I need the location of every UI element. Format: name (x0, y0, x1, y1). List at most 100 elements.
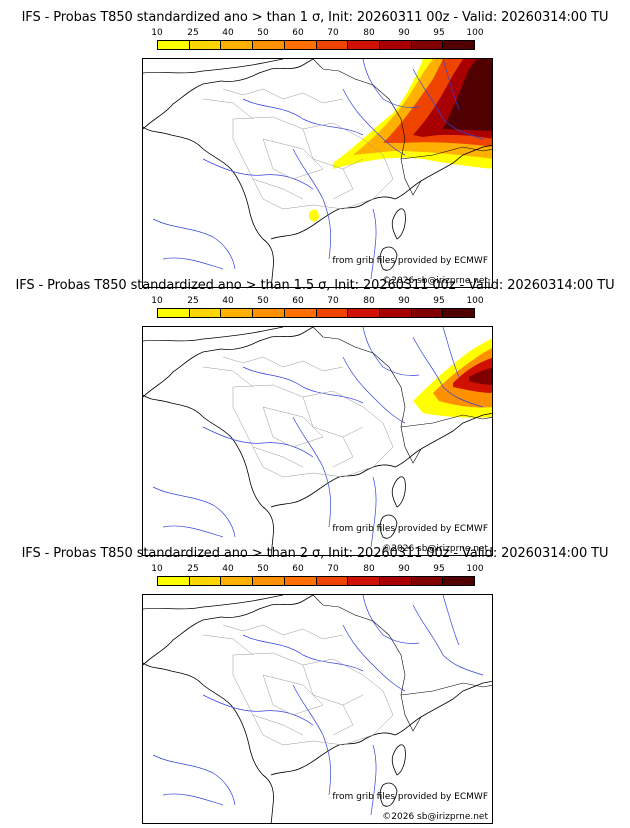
legend-tick-label: 80 (363, 296, 375, 306)
legend-tick-label: 50 (257, 564, 269, 574)
legend-labels: 10 25 40 50 60 70 80 90 95 100 (150, 564, 485, 574)
rivers (152, 595, 484, 816)
legend-swatch (348, 309, 380, 317)
legend-swatch (411, 309, 444, 317)
legend-swatch (284, 41, 317, 49)
legend-swatch (221, 577, 254, 585)
legend-swatch (379, 309, 412, 317)
copyright-credit: ©2026 sb@irizprne.net (382, 276, 488, 286)
prob-area-100 (443, 59, 492, 131)
map-frame: from grib files provided by ECMWF ©2026 … (142, 594, 493, 824)
legend-tick-label: 90 (398, 564, 410, 574)
legend-labels: 10 25 40 50 60 70 80 90 95 100 (150, 28, 485, 38)
legend-swatch (443, 309, 475, 317)
legend-tick-label: 40 (222, 296, 234, 306)
legend-swatch (316, 577, 349, 585)
legend-tick-label: 10 (151, 564, 163, 574)
legend-swatch (411, 41, 444, 49)
legend-tick-label: 100 (466, 564, 484, 574)
coastline (143, 595, 492, 823)
map-panel-3: IFS - Probas T850 standardized ano > tha… (0, 546, 630, 824)
legend-tick-label: 70 (327, 28, 339, 38)
map-panel-1: IFS - Probas T850 standardized ano > tha… (0, 10, 630, 288)
legend-colorbar (157, 40, 475, 50)
prob-spot (309, 209, 319, 222)
legend-swatch (348, 577, 380, 585)
map-frame: from grib files provided by ECMWF ©2026 … (142, 326, 493, 556)
map-svg: from grib files provided by ECMWF ©2026 … (143, 327, 492, 555)
legend-swatch (158, 577, 190, 585)
legend-colorbar (157, 576, 475, 586)
national-borders (312, 595, 492, 732)
legend-tick-label: 60 (292, 564, 304, 574)
admin-borders (202, 624, 394, 746)
source-credit: from grib files provided by ECMWF (332, 792, 488, 802)
map-svg: from grib files provided by ECMWF ©2026 … (143, 595, 492, 823)
national-borders (312, 327, 492, 464)
legend-tick-label: 70 (327, 564, 339, 574)
legend-tick-label: 90 (398, 28, 410, 38)
prob-area-95 (469, 367, 492, 385)
coastline-england (143, 59, 284, 74)
legend-swatch (316, 309, 349, 317)
legend-swatch (316, 41, 349, 49)
legend-swatch (411, 577, 444, 585)
legend-swatch (158, 41, 190, 49)
legend-tick-label: 95 (433, 564, 445, 574)
prob-spot (339, 156, 348, 166)
legend-swatch (379, 41, 412, 49)
coastline-england (143, 595, 284, 610)
legend-tick-label: 25 (187, 28, 199, 38)
legend-tick-label: 40 (222, 564, 234, 574)
legend-tick-label: 50 (257, 28, 269, 38)
admin-borders (202, 88, 394, 210)
coastline-england (143, 327, 284, 342)
source-credit: from grib files provided by ECMWF (332, 524, 488, 534)
probability-field (413, 338, 492, 418)
panel-title: IFS - Probas T850 standardized ano > tha… (21, 546, 609, 561)
coastline (143, 59, 492, 287)
legend-tick-label: 25 (187, 564, 199, 574)
legend-tick-label: 10 (151, 296, 163, 306)
legend-tick-label: 100 (466, 28, 484, 38)
map-svg: from grib files provided by ECMWF ©2026 … (143, 59, 492, 287)
legend-tick-label: 90 (398, 296, 410, 306)
rivers (152, 59, 484, 280)
legend-tick-label: 95 (433, 296, 445, 306)
legend-tick-label: 80 (363, 564, 375, 574)
legend-swatch (189, 41, 222, 49)
legend-swatch (253, 309, 285, 317)
legend-tick-label: 25 (187, 296, 199, 306)
probability-field (309, 59, 492, 222)
legend-tick-label: 60 (292, 28, 304, 38)
map-panel-2: IFS - Probas T850 standardized ano > tha… (0, 278, 630, 556)
legend-swatch (189, 309, 222, 317)
coastline (143, 327, 492, 555)
legend-tick-label: 50 (257, 296, 269, 306)
legend-swatch (284, 577, 317, 585)
map-frame: from grib files provided by ECMWF ©2026 … (142, 58, 493, 288)
legend-tick-label: 95 (433, 28, 445, 38)
legend-tick-label: 70 (327, 296, 339, 306)
legend-tick-label: 100 (466, 296, 484, 306)
legend-swatch (221, 309, 254, 317)
legend-swatch (253, 41, 285, 49)
legend-swatch (379, 577, 412, 585)
legend-swatch (189, 577, 222, 585)
rivers (152, 327, 484, 548)
legend-tick-label: 40 (222, 28, 234, 38)
legend-tick-label: 10 (151, 28, 163, 38)
national-borders (312, 59, 492, 196)
panel-title: IFS - Probas T850 standardized ano > tha… (21, 10, 609, 25)
legend-swatch (348, 41, 380, 49)
legend-swatch (284, 309, 317, 317)
legend-tick-label: 60 (292, 296, 304, 306)
panel-title: IFS - Probas T850 standardized ano > tha… (15, 278, 615, 293)
legend-labels: 10 25 40 50 60 70 80 90 95 100 (150, 296, 485, 306)
legend-swatch (158, 309, 190, 317)
legend-swatch (443, 577, 475, 585)
admin-borders (202, 356, 394, 478)
legend-swatch (253, 577, 285, 585)
copyright-credit: ©2026 sb@irizprne.net (382, 544, 488, 554)
legend-colorbar (157, 308, 475, 318)
